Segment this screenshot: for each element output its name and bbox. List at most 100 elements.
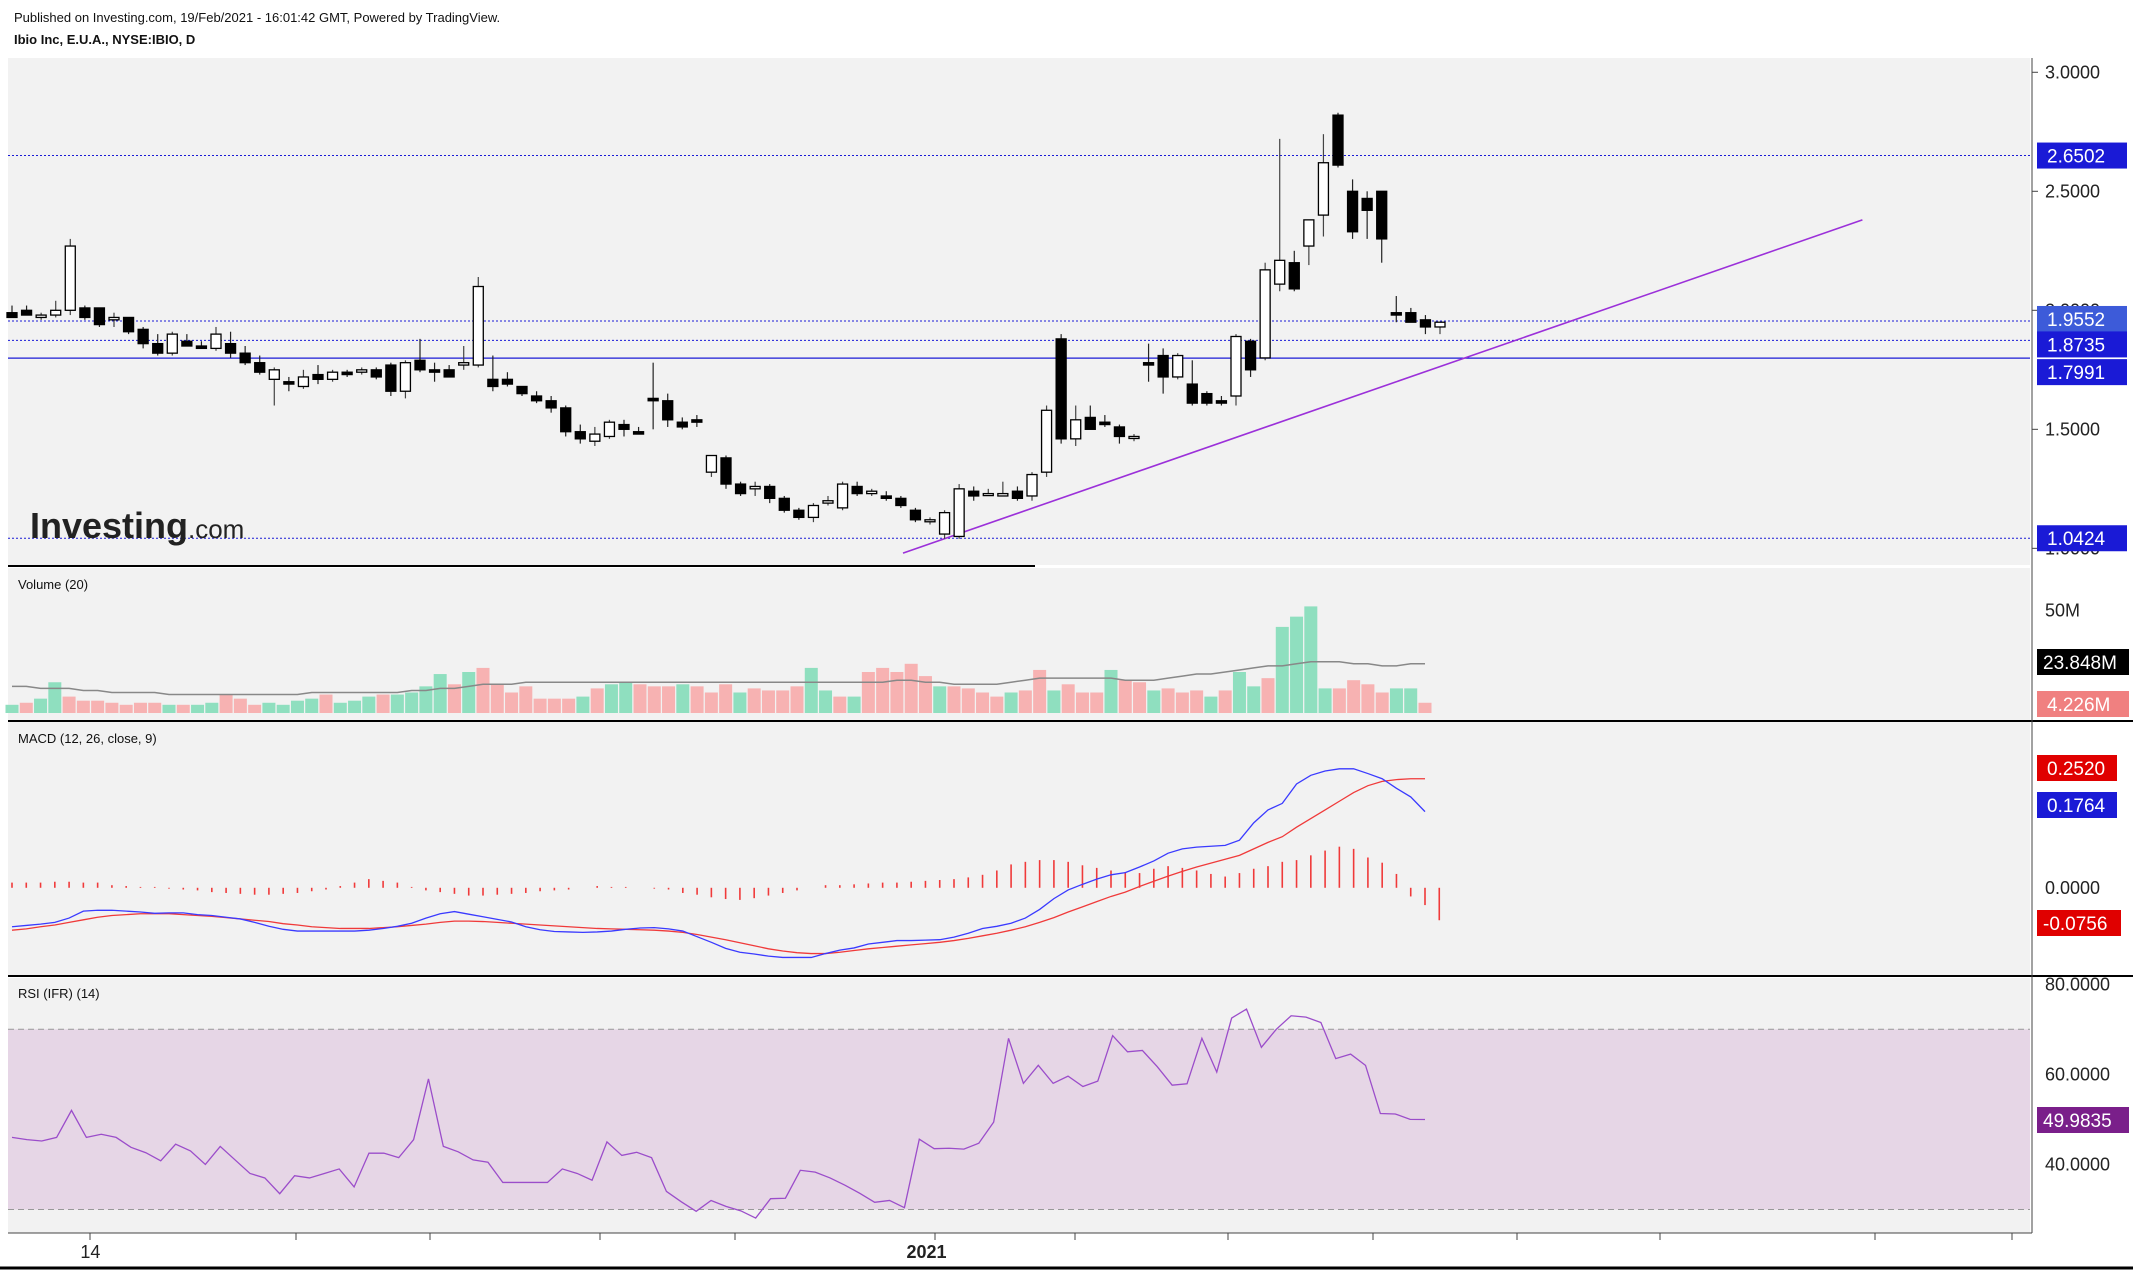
volume-bar (904, 663, 918, 713)
candle-body (530, 395, 543, 402)
candle-body (1128, 435, 1140, 440)
volume-bar (34, 698, 48, 713)
volume-ma-label: 23.848M (2043, 653, 2117, 674)
rsi-tick-label: 40.0000 (2045, 1154, 2110, 1174)
level-label: 2.6502 (2047, 147, 2105, 168)
volume-bar (676, 684, 690, 713)
level-label-bg (2037, 142, 2127, 169)
rsi-line (11, 1008, 1426, 1219)
volume-bar (490, 684, 504, 713)
volume-bar (62, 696, 76, 713)
volume-bar (348, 700, 362, 713)
macd-tick-label: 0.0000 (2045, 878, 2100, 898)
macd-signal-label: 0.2520 (2047, 759, 2105, 780)
volume-bar (519, 686, 533, 713)
volume-bar (390, 694, 404, 713)
macd-line-label-bg (2037, 792, 2117, 818)
candle-body (210, 333, 222, 350)
candle-body (1157, 354, 1169, 378)
volume-bar (76, 700, 90, 713)
time-tick-label: 14 (80, 1242, 100, 1262)
candle-body (647, 397, 659, 402)
candle-body (501, 378, 514, 385)
candle-body (1070, 419, 1082, 440)
volume-bar (133, 702, 147, 713)
candle-body (356, 369, 368, 373)
volume-bar (19, 702, 33, 713)
volume-bar (761, 690, 775, 713)
candle-body (953, 488, 965, 538)
price-tick-label: 1.5000 (2045, 419, 2100, 439)
volume-bar (1218, 690, 1232, 713)
candle-body (574, 431, 586, 440)
volume-bar (976, 692, 990, 713)
volume-bar (205, 702, 219, 713)
candle-body (414, 359, 426, 371)
candle-body (1230, 335, 1242, 397)
candle-body (836, 483, 849, 509)
candle-body (1346, 190, 1359, 233)
candle-body (866, 490, 878, 495)
volume-bar (176, 704, 190, 713)
volume-bar (1090, 692, 1104, 713)
volume-bar (1047, 690, 1061, 713)
candle-body (224, 342, 237, 354)
candle-body (1099, 421, 1111, 426)
candle-body (385, 364, 397, 392)
level-label: 1.7991 (2047, 363, 2105, 384)
volume-bar (1418, 702, 1432, 713)
volume-bar (847, 696, 861, 713)
panel-macd-bg (8, 722, 2030, 975)
volume-bar (1061, 684, 1075, 713)
level-label-bg (2037, 525, 2127, 552)
volume-bar (505, 692, 519, 713)
candle-body (1361, 197, 1373, 211)
candle-body (458, 362, 470, 366)
volume-bar (1290, 616, 1304, 713)
volume-bar (533, 698, 547, 713)
volume-bar (1375, 692, 1389, 713)
volume-bar (1232, 672, 1246, 713)
volume-bar (1275, 626, 1289, 713)
candle-body (79, 307, 91, 319)
volume-bar (719, 684, 733, 713)
volume-bar (619, 682, 633, 713)
candle-body (487, 378, 499, 388)
volume-bar (248, 704, 262, 713)
candle-body (1201, 392, 1213, 404)
volume-bar (1147, 690, 1161, 713)
macd-signal-label-bg (2037, 755, 2117, 781)
volume-tick-label: 50M (2045, 601, 2080, 621)
volume-bar (276, 704, 290, 713)
candle-body (1332, 114, 1344, 166)
candle-body (997, 492, 1009, 497)
panel-price-bg (8, 58, 2030, 565)
candle-body (166, 333, 178, 354)
candle-body (472, 285, 484, 366)
volume-bar (1404, 688, 1418, 713)
macd-line-label: 0.1764 (2047, 796, 2106, 817)
candle-body (254, 362, 266, 373)
candle-body (137, 328, 149, 345)
candle-body (1288, 262, 1300, 290)
rsi-last-label-bg (2037, 1107, 2129, 1133)
candle-body (297, 376, 310, 388)
instrument-title: Ibio Inc, E.U.A., NYSE:IBIO, D (14, 32, 196, 47)
level-label-bg (2037, 359, 2127, 386)
candle-body (312, 373, 324, 380)
candle-body (341, 371, 353, 376)
volume-bar (1104, 669, 1118, 713)
candle-body (1186, 383, 1198, 404)
volume-bar (776, 690, 790, 713)
volume-bar (5, 704, 19, 713)
volume-bar (48, 682, 62, 713)
volume-bar (1190, 690, 1204, 713)
candle-body (603, 421, 616, 438)
macd-line (11, 768, 1426, 959)
volume-bar (105, 702, 119, 713)
volume-bar (219, 694, 233, 713)
rsi-tick-label: 80.0000 (2045, 974, 2110, 994)
candle-body (1113, 426, 1126, 438)
volume-bar (690, 686, 704, 713)
candle-body (1259, 269, 1271, 359)
